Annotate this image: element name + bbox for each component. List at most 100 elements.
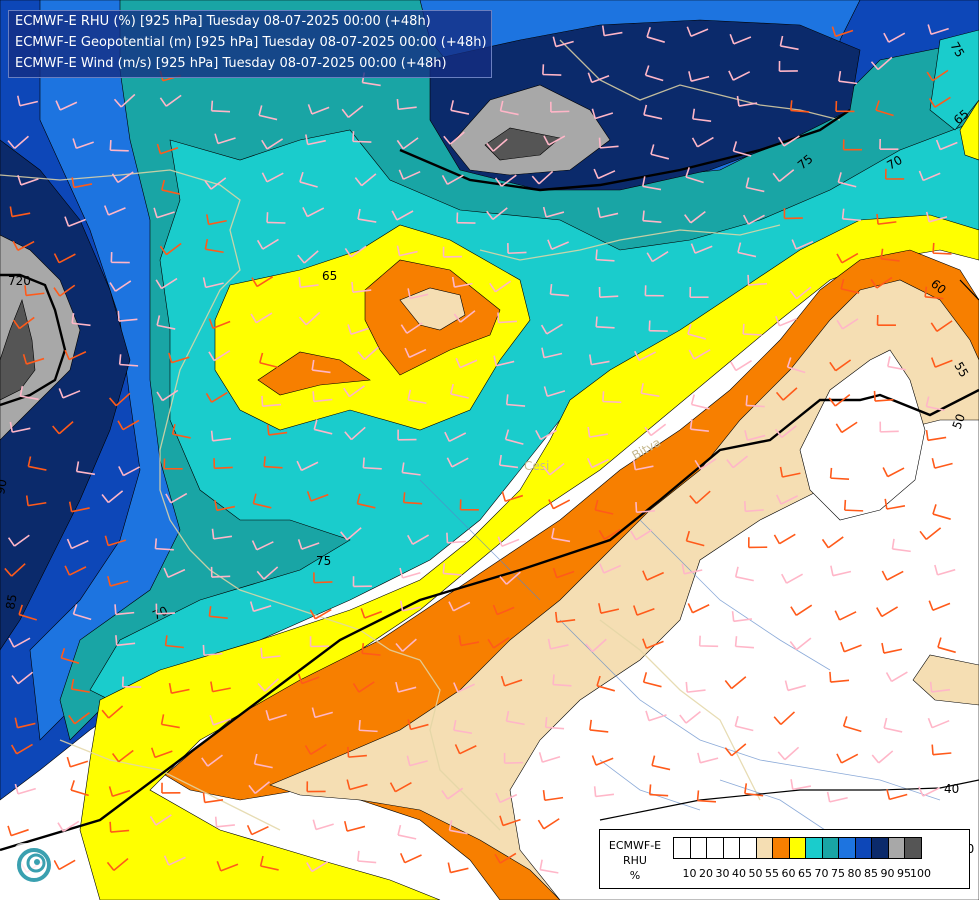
wind-barb — [443, 131, 465, 145]
wind-barb — [309, 608, 332, 620]
wind-barb — [776, 494, 798, 505]
wind-barb — [399, 600, 421, 612]
wind-barb — [401, 462, 421, 476]
title-geopotential: ECMWF-E Geopotential (m) [925 hPa] Tuesd… — [15, 35, 487, 50]
legend-tick: 90 — [880, 867, 895, 880]
wind-barb — [117, 310, 138, 322]
legend-tick: 65 — [798, 867, 812, 880]
wind-barb — [591, 108, 614, 120]
wind-barb — [930, 357, 953, 368]
wind-barb — [150, 747, 173, 759]
wind-barb — [163, 458, 183, 470]
wind-barb — [258, 105, 278, 121]
wind-barb — [646, 251, 669, 263]
wind-barb — [542, 64, 562, 76]
swirl-logo-icon — [17, 848, 51, 882]
wind-barb — [296, 460, 319, 472]
wind-barb — [391, 210, 414, 221]
contour-label: 75 — [316, 554, 331, 568]
wind-barb — [775, 387, 798, 401]
wind-barb — [927, 717, 950, 729]
wind-barb — [632, 459, 654, 471]
wind-barb — [645, 710, 667, 722]
wind-barb — [773, 711, 796, 726]
wind-barb — [351, 281, 372, 293]
wind-barb — [831, 26, 854, 38]
wind-barb — [591, 755, 614, 766]
legend-swatch — [689, 837, 707, 859]
wind-barb — [340, 527, 362, 541]
wind-barb — [587, 426, 608, 438]
wind-barb — [121, 676, 142, 688]
wind-barb — [842, 716, 862, 733]
wind-barb — [7, 825, 29, 837]
wind-barb — [495, 792, 518, 804]
wind-barb — [449, 383, 469, 399]
wind-barb — [114, 604, 135, 616]
wind-barb — [108, 786, 131, 797]
wind-barb — [651, 755, 671, 771]
legend-tick: 100 — [910, 867, 931, 880]
wind-barb — [552, 36, 574, 48]
rh-50-island-east — [912, 654, 979, 706]
wind-barb — [551, 528, 571, 543]
wind-barb — [783, 208, 803, 220]
wind-barb — [72, 604, 92, 621]
place-label: Cesi — [524, 459, 549, 473]
wind-barb — [362, 457, 382, 470]
legend-swatch — [838, 837, 856, 859]
wind-barb — [875, 100, 894, 117]
wind-barb — [644, 423, 667, 437]
wind-barb — [459, 499, 479, 511]
wind-barb — [552, 567, 575, 579]
wind-barb — [27, 456, 47, 471]
wind-barb — [352, 681, 375, 693]
wind-barb — [880, 248, 900, 262]
wind-barb — [344, 245, 367, 258]
wind-barb — [679, 710, 701, 724]
wind-barb — [743, 501, 764, 513]
wind-barb — [154, 538, 174, 551]
wind-barb — [249, 601, 272, 613]
wind-barb — [918, 786, 940, 797]
wind-barb — [447, 862, 469, 874]
wind-barb — [252, 493, 272, 509]
wind-barb — [697, 752, 719, 764]
wind-barb — [204, 239, 224, 254]
wind-barb — [886, 789, 908, 801]
wind-barb — [256, 238, 279, 250]
wind-barb — [883, 32, 906, 43]
legend-ticks: 10 20 30 40 50 55 60 65 70 75 80 85 90 95 100 — [673, 867, 973, 881]
wind-barb — [778, 60, 798, 72]
wind-barb — [156, 143, 179, 155]
wind-barb — [441, 174, 464, 186]
wind-barb — [455, 357, 478, 369]
wind-barb — [724, 743, 747, 757]
legend-name: ECMWF-E RHU % — [604, 838, 666, 883]
wind-barb — [265, 710, 287, 721]
wind-barb — [784, 680, 806, 692]
wind-barb — [790, 604, 813, 616]
legend-tick: 55 — [765, 867, 779, 880]
wind-barb — [163, 855, 186, 866]
wind-barb — [885, 671, 908, 683]
wind-barb — [884, 168, 905, 180]
wind-barb — [685, 681, 706, 693]
wind-barb — [14, 783, 36, 795]
wind-barb — [111, 749, 134, 763]
wind-barb — [644, 65, 664, 82]
wind-barb — [593, 786, 615, 798]
wind-barb — [458, 635, 480, 647]
wind-barb — [747, 274, 768, 286]
wind-barb — [744, 783, 764, 797]
wind-barb — [341, 105, 364, 118]
wind-barb — [879, 138, 899, 150]
wind-barb — [18, 604, 37, 621]
wind-barb — [159, 242, 182, 256]
wind-barb — [60, 647, 80, 664]
wind-barb — [554, 611, 576, 623]
wind-barb — [311, 359, 331, 374]
wind-barb — [306, 861, 329, 873]
wind-barb — [789, 286, 812, 300]
